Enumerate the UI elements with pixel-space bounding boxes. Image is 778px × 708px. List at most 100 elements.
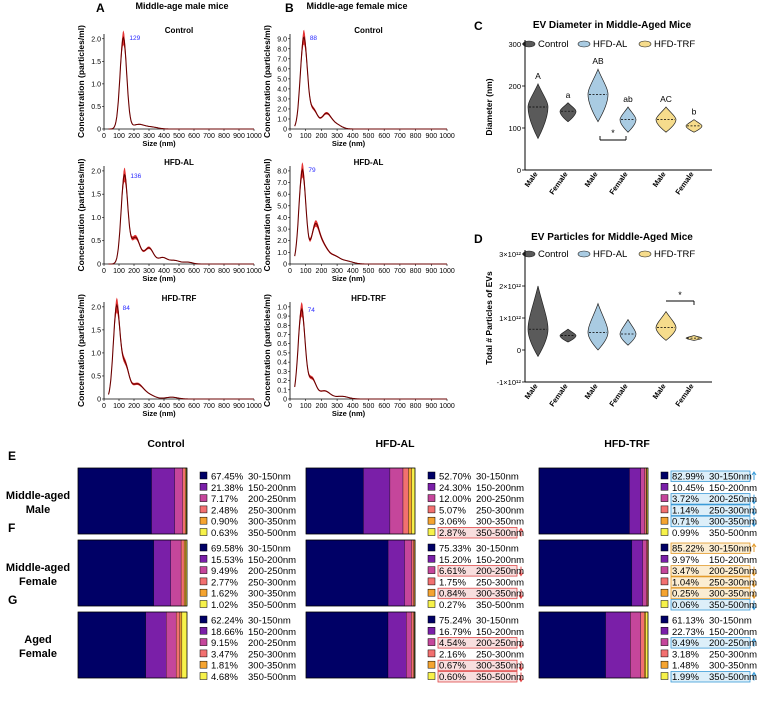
- up-arrow-icon: [751, 471, 757, 480]
- up-arrow-icon: [751, 637, 757, 647]
- stack-bin-label: 250-300nm: [248, 505, 296, 516]
- significance-star: *: [611, 128, 615, 138]
- x-tick-label: 100: [300, 403, 312, 410]
- y-tick-label: 0.9: [277, 314, 287, 321]
- y-tick-label: 2.0: [277, 106, 287, 113]
- x-tick-label: 300: [143, 133, 155, 140]
- stack-bar-outline: [305, 611, 416, 679]
- nta-peak-label: 129: [129, 35, 140, 42]
- stacked-bar-2-1: 75.24% 30-150nm 16.79% 150-200nm 4.54% 200-25…: [305, 611, 524, 683]
- stack-row-label: Aged: [24, 634, 52, 646]
- stack-row-label: Male: [26, 504, 50, 516]
- violin-ylabel: Total # Particles of EVs: [484, 271, 494, 365]
- x-tick-label: 400: [158, 403, 170, 410]
- panel-letter-b: B: [285, 1, 294, 15]
- y-tick-label: 3×10¹²: [499, 250, 521, 259]
- nta-error-band: [294, 302, 447, 399]
- stack-segment: [402, 467, 409, 535]
- stack-bin-label: 350-500nm: [709, 528, 757, 539]
- down-arrow-icon: [518, 672, 524, 683]
- stack-segment: [170, 539, 182, 607]
- stack-bin-label: 30-150nm: [476, 544, 519, 555]
- y-tick-label: 0.5: [91, 104, 101, 111]
- panel-letter-f: F: [8, 521, 15, 535]
- legend-swatch: [199, 471, 208, 480]
- stack-percent: 61.13%: [672, 616, 705, 627]
- y-tick-label: 1.0: [277, 116, 287, 123]
- stack-percent: 3.06%: [439, 517, 466, 528]
- x-tick-label: 700: [394, 268, 406, 275]
- nta-plot-b-2: Concentration (particles/ml) 0 0.1 0.2 0.3 0.…: [262, 294, 455, 418]
- significance-letter: ab: [623, 94, 633, 104]
- stack-segment: [181, 611, 188, 679]
- stack-percent: 15.53%: [211, 555, 244, 566]
- stack-bin-label: 350-500nm: [476, 528, 524, 539]
- significance-star: *: [678, 290, 682, 300]
- stack-bin-label: 150-200nm: [248, 555, 296, 566]
- stack-segment: [646, 539, 648, 607]
- stack-percent: 1.14%: [672, 505, 699, 516]
- stack-percent: 10.45%: [672, 483, 705, 494]
- nta-error-band: [294, 162, 447, 264]
- stack-percent: 7.17%: [211, 494, 238, 505]
- x-tick-label: 200: [316, 268, 328, 275]
- stack-segment: [166, 611, 177, 679]
- y-tick-label: 2.0: [91, 168, 101, 175]
- stack-percent: 3.18%: [672, 649, 699, 660]
- y-tick-label: 0: [283, 127, 287, 134]
- highlight-box: [670, 493, 751, 505]
- nta-ylabel: Concentration (particles/ml): [76, 294, 86, 407]
- stack-percent: 21.38%: [211, 483, 244, 494]
- stack-bin-label: 30-150nm: [248, 472, 291, 483]
- legend-swatch: [660, 600, 669, 608]
- nta-xlabel: Size (nm): [332, 139, 366, 148]
- legend-label-d: HFD-AL: [593, 249, 627, 260]
- x-category-label: Male: [583, 170, 600, 189]
- legend-swatch: [660, 615, 669, 624]
- stack-segment: [151, 467, 175, 535]
- stack-segment: [305, 467, 364, 535]
- highlight-box: [670, 542, 751, 554]
- legend-swatch: [660, 471, 669, 480]
- stacked-bar-0-0: 67.45% 30-150nm 21.38% 150-200nm 7.17% 200-25…: [77, 467, 296, 539]
- x-tick-label: 200: [128, 133, 140, 140]
- x-category-label: Female: [547, 170, 569, 196]
- significance-letter: a: [566, 90, 571, 100]
- legend-swatch: [660, 494, 669, 502]
- legend-swatch: [427, 627, 436, 635]
- y-tick-label: 2.0: [91, 36, 101, 43]
- highlight-box: [670, 671, 751, 683]
- nta-curve: [294, 168, 447, 265]
- significance-letter: A: [535, 71, 541, 81]
- nta-curve: [107, 303, 254, 400]
- stack-segment: [77, 467, 152, 535]
- violin-ylabel: Diameter (nm): [484, 78, 494, 135]
- significance-letter: AB: [592, 56, 604, 66]
- legend-swatch: [660, 528, 669, 536]
- x-tick-label: 200: [316, 133, 328, 140]
- y-tick-label: 200: [508, 82, 521, 91]
- stack-bin-label: 250-300nm: [476, 577, 524, 588]
- stack-bin-label: 350-500nm: [709, 672, 757, 683]
- x-tick-label: 0: [102, 268, 106, 275]
- stack-segment: [538, 539, 633, 607]
- stack-bin-label: 150-200nm: [709, 483, 757, 494]
- stack-bin-label: 300-350nm: [248, 589, 296, 600]
- x-tick-label: 700: [394, 133, 406, 140]
- y-tick-label: 0: [517, 346, 521, 355]
- legend-label-d: Control: [538, 249, 569, 260]
- stack-percent: 5.07%: [439, 505, 466, 516]
- nta-plot-a-0: Concentration (particles/ml) 0 0.5 1.0 1.5 2.…: [76, 25, 262, 148]
- x-category-label: Female: [607, 170, 629, 196]
- nta-peak-label: 79: [308, 167, 316, 174]
- x-tick-label: 500: [173, 403, 185, 410]
- x-tick-label: 500: [173, 133, 185, 140]
- legend-swatch: [199, 660, 208, 669]
- highlight-box: [670, 565, 751, 577]
- y-tick-label: 1.0: [277, 250, 287, 257]
- stack-segment: [174, 467, 183, 535]
- stack-segment: [77, 611, 146, 679]
- panel-letter-c: C: [474, 19, 483, 33]
- nta-peak-label: 74: [308, 307, 316, 314]
